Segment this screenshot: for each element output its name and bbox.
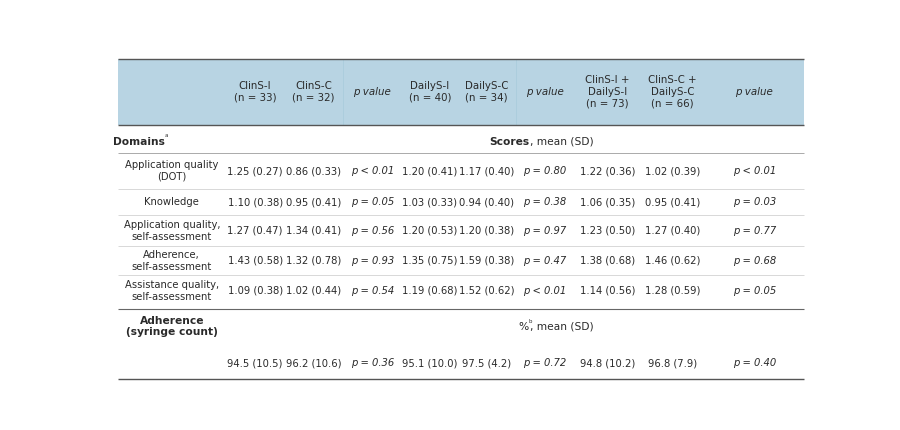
Text: ClinS-I
(n = 33): ClinS-I (n = 33) — [234, 81, 276, 103]
Text: DailyS-C
(n = 34): DailyS-C (n = 34) — [465, 81, 508, 103]
Text: 1.32 (0.78): 1.32 (0.78) — [286, 256, 341, 266]
Text: 97.5 (4.2): 97.5 (4.2) — [462, 358, 511, 368]
Text: Domains: Domains — [112, 137, 165, 147]
Text: p = 0.56: p = 0.56 — [351, 226, 394, 236]
Text: 1.02 (0.39): 1.02 (0.39) — [644, 166, 700, 176]
Text: 0.95 (0.41): 0.95 (0.41) — [286, 197, 341, 207]
Text: Adherence
(syringe count): Adherence (syringe count) — [126, 316, 218, 338]
Text: p = 0.38: p = 0.38 — [523, 197, 567, 207]
Text: ᵇ: ᵇ — [529, 319, 533, 328]
Text: p < 0.01: p < 0.01 — [733, 166, 776, 176]
Text: ClinS-C
(n = 32): ClinS-C (n = 32) — [292, 81, 335, 103]
Text: 1.43 (0.58): 1.43 (0.58) — [228, 256, 283, 266]
Text: 1.02 (0.44): 1.02 (0.44) — [286, 286, 341, 296]
Text: p = 0.77: p = 0.77 — [733, 226, 776, 236]
Text: p value: p value — [735, 87, 773, 97]
Text: p = 0.03: p = 0.03 — [733, 197, 776, 207]
Text: DailyS-I
(n = 40): DailyS-I (n = 40) — [409, 81, 451, 103]
Text: 94.8 (10.2): 94.8 (10.2) — [580, 358, 635, 368]
Text: p = 0.80: p = 0.80 — [523, 166, 567, 176]
Text: %: % — [518, 322, 529, 332]
Text: 0.95 (0.41): 0.95 (0.41) — [644, 197, 700, 207]
Text: 1.10 (0.38): 1.10 (0.38) — [228, 197, 283, 207]
Text: 1.20 (0.38): 1.20 (0.38) — [459, 226, 514, 236]
Text: 0.94 (0.40): 0.94 (0.40) — [459, 197, 514, 207]
Text: 1.34 (0.41): 1.34 (0.41) — [286, 226, 341, 236]
Text: Assistance quality,
self-assessment: Assistance quality, self-assessment — [125, 280, 219, 302]
Text: p = 0.47: p = 0.47 — [523, 256, 567, 266]
Text: Application quality
(DOT): Application quality (DOT) — [125, 160, 219, 182]
Text: 1.38 (0.68): 1.38 (0.68) — [580, 256, 634, 266]
Text: p = 0.05: p = 0.05 — [733, 286, 776, 296]
Text: 1.20 (0.53): 1.20 (0.53) — [402, 226, 457, 236]
Text: 1.06 (0.35): 1.06 (0.35) — [580, 197, 635, 207]
Text: 1.17 (0.40): 1.17 (0.40) — [459, 166, 514, 176]
Text: 1.28 (0.59): 1.28 (0.59) — [644, 286, 700, 296]
Text: 1.03 (0.33): 1.03 (0.33) — [402, 197, 457, 207]
Text: p = 0.05: p = 0.05 — [351, 197, 394, 207]
Text: ᵃ: ᵃ — [165, 133, 168, 142]
Text: 1.25 (0.27): 1.25 (0.27) — [228, 166, 283, 176]
Text: Adherence,
self-assessment: Adherence, self-assessment — [131, 250, 212, 272]
Text: 1.09 (0.38): 1.09 (0.38) — [228, 286, 283, 296]
Text: p = 0.54: p = 0.54 — [351, 286, 394, 296]
Text: p = 0.97: p = 0.97 — [523, 226, 567, 236]
Text: p = 0.40: p = 0.40 — [733, 358, 776, 368]
Text: 1.27 (0.40): 1.27 (0.40) — [644, 226, 700, 236]
Text: p < 0.01: p < 0.01 — [523, 286, 567, 296]
Text: 1.46 (0.62): 1.46 (0.62) — [644, 256, 700, 266]
Text: 95.1 (10.0): 95.1 (10.0) — [402, 358, 457, 368]
Text: 1.20 (0.41): 1.20 (0.41) — [402, 166, 457, 176]
Text: p = 0.36: p = 0.36 — [351, 358, 394, 368]
Text: 1.35 (0.75): 1.35 (0.75) — [402, 256, 457, 266]
Text: 1.27 (0.47): 1.27 (0.47) — [228, 226, 283, 236]
Text: p = 0.72: p = 0.72 — [523, 358, 567, 368]
Text: 96.2 (10.6): 96.2 (10.6) — [286, 358, 341, 368]
Text: 1.52 (0.62): 1.52 (0.62) — [459, 286, 515, 296]
Text: ClinS-I +
DailyS-I
(n = 73): ClinS-I + DailyS-I (n = 73) — [585, 75, 630, 109]
Text: p value: p value — [354, 87, 392, 97]
Text: p = 0.68: p = 0.68 — [733, 256, 776, 266]
Text: , mean (SD): , mean (SD) — [529, 137, 593, 147]
Text: 0.86 (0.33): 0.86 (0.33) — [286, 166, 341, 176]
Text: 1.59 (0.38): 1.59 (0.38) — [459, 256, 514, 266]
Text: 94.5 (10.5): 94.5 (10.5) — [228, 358, 283, 368]
Text: Knowledge: Knowledge — [144, 197, 199, 207]
Text: p = 0.93: p = 0.93 — [351, 256, 394, 266]
Text: ClinS-C +
DailyS-C
(n = 66): ClinS-C + DailyS-C (n = 66) — [648, 75, 697, 109]
Text: p value: p value — [526, 87, 563, 97]
Text: 1.19 (0.68): 1.19 (0.68) — [402, 286, 457, 296]
Text: p < 0.01: p < 0.01 — [351, 166, 394, 176]
Text: 96.8 (7.9): 96.8 (7.9) — [648, 358, 697, 368]
Text: , mean (SD): , mean (SD) — [529, 322, 593, 332]
Bar — [118, 59, 805, 125]
Text: 1.14 (0.56): 1.14 (0.56) — [580, 286, 635, 296]
Text: 1.23 (0.50): 1.23 (0.50) — [580, 226, 635, 236]
Text: 1.22 (0.36): 1.22 (0.36) — [580, 166, 635, 176]
Text: Scores: Scores — [489, 137, 529, 147]
Text: Application quality,
self-assessment: Application quality, self-assessment — [123, 220, 220, 242]
